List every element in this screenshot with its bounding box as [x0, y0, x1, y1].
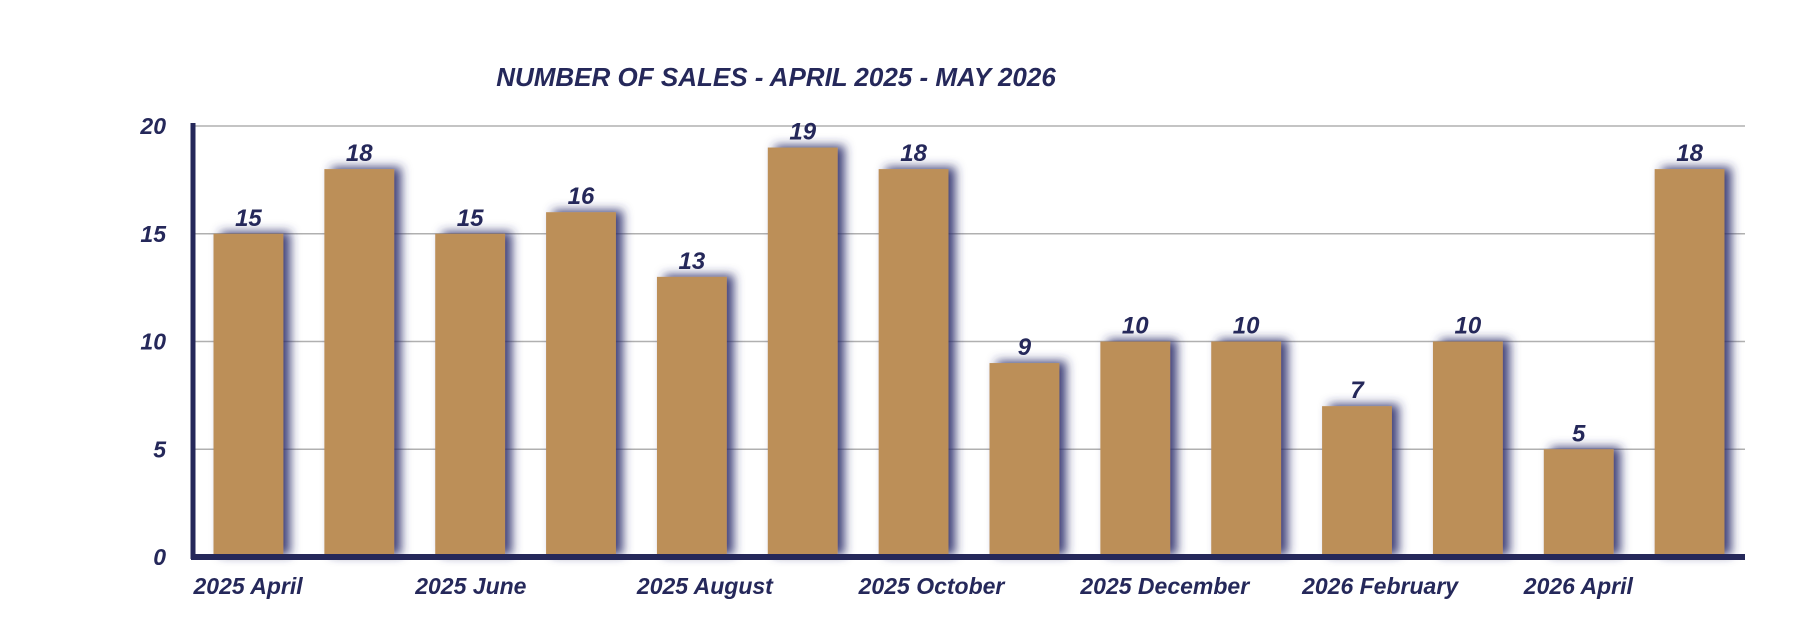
y-tick-label: 5: [153, 436, 167, 462]
bar: [546, 212, 616, 557]
y-tick-label: 0: [153, 544, 166, 570]
bar: [767, 147, 838, 558]
data-label: 15: [235, 205, 262, 232]
bar: [1100, 341, 1171, 557]
bar: [656, 276, 727, 557]
data-label: 18: [346, 140, 373, 167]
bar: [435, 233, 506, 557]
bar: [878, 169, 949, 557]
bar: [1322, 406, 1392, 557]
bar: [1654, 169, 1725, 557]
bars: [213, 147, 1725, 558]
x-tick-label: 2025 August: [636, 573, 774, 599]
data-label: 18: [1676, 140, 1703, 167]
x-tick-labels: 2025 April 2025 June 2025 August 2025 Octob…: [193, 573, 1634, 599]
bar: [1432, 341, 1503, 557]
data-label: 13: [679, 248, 706, 275]
y-tick-labels: 0 5 10 15 20: [139, 113, 167, 570]
x-tick-label: 2025 October: [858, 573, 1006, 599]
axes: [190, 123, 1745, 560]
x-tick-label: 2025 June: [414, 573, 526, 599]
data-label: 19: [789, 119, 816, 146]
x-tick-label: 2025 December: [1079, 573, 1250, 599]
x-tick-label: 2026 April: [1523, 573, 1634, 599]
x-tick-label: 2025 April: [193, 573, 304, 599]
data-label: 10: [1233, 313, 1260, 340]
chart-title: NUMBER OF SALES - APRIL 2025 - MAY 2026: [496, 62, 1056, 92]
data-label: 18: [900, 140, 927, 167]
data-label: 9: [1018, 334, 1032, 361]
bar: [1211, 341, 1282, 557]
bar: [213, 233, 284, 557]
y-tick-label: 10: [140, 329, 166, 355]
bar: [1543, 449, 1614, 557]
data-label: 5: [1572, 420, 1586, 447]
data-label: 16: [568, 183, 595, 210]
data-label: 10: [1122, 313, 1149, 340]
bar: [989, 363, 1060, 557]
x-tick-label: 2026 February: [1301, 573, 1459, 599]
data-label: 7: [1350, 377, 1365, 404]
bar: [324, 169, 395, 557]
y-tick-label: 15: [140, 221, 167, 247]
data-labels: 15 18 15 16 13 19 18 9 10 10 7 10 5 18: [235, 119, 1703, 448]
gridlines: [193, 125, 1745, 450]
data-label: 15: [457, 205, 484, 232]
data-label: 10: [1455, 313, 1482, 340]
y-tick-label: 20: [139, 113, 166, 139]
